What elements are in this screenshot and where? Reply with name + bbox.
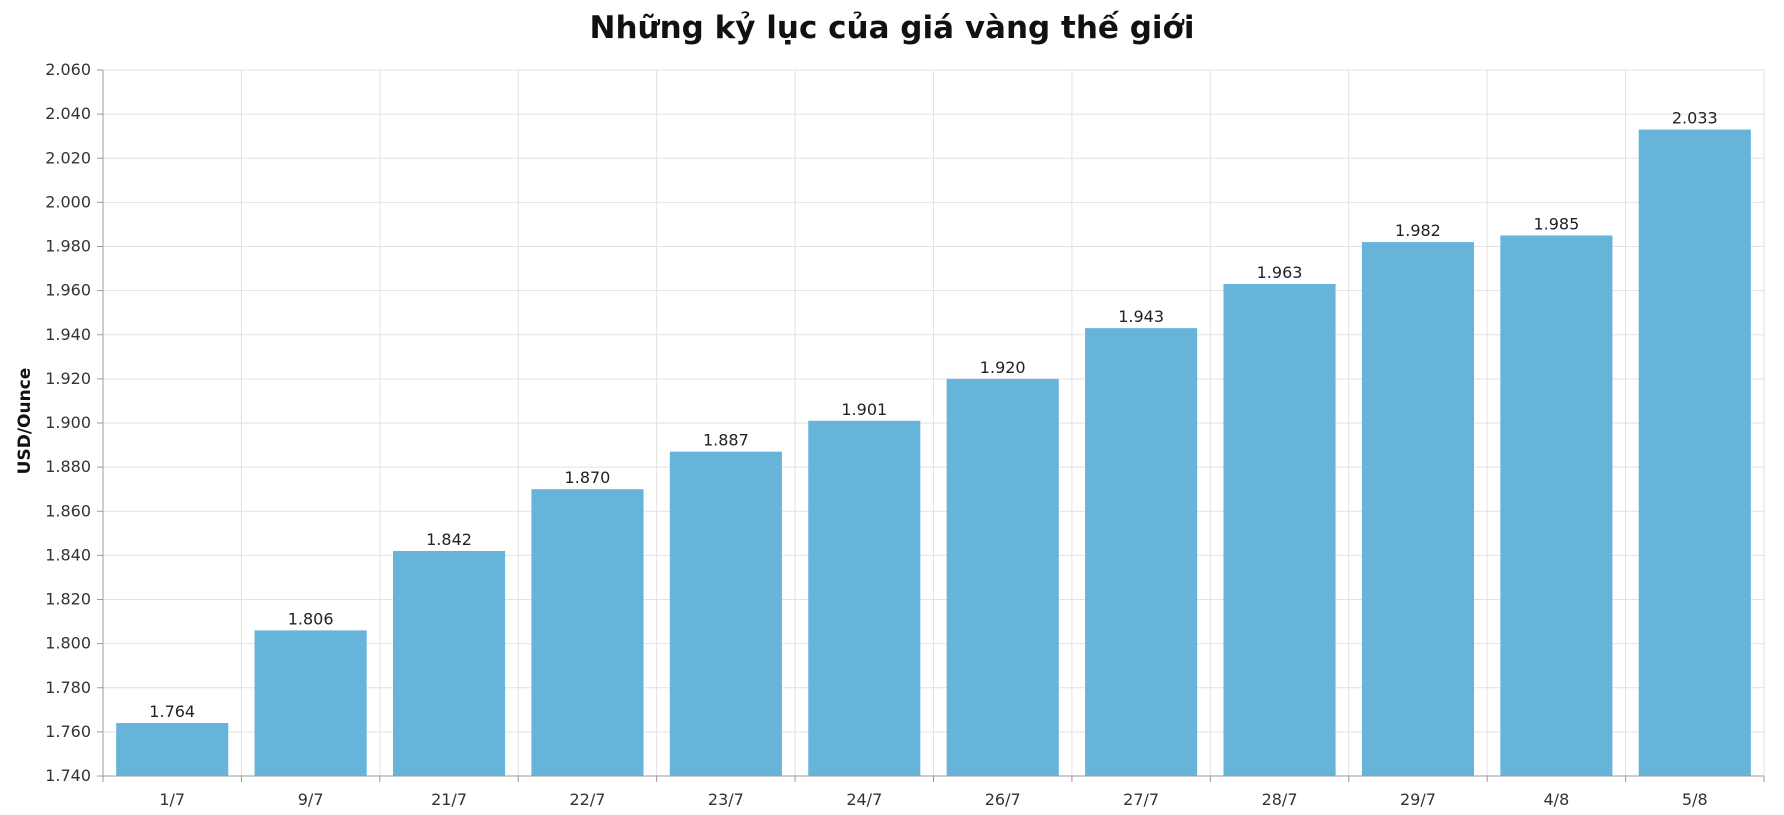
bar: [531, 489, 644, 776]
x-tick-label: 22/7: [569, 790, 605, 809]
x-axis-ticks: 1/7 9/7 21/7 22/7 23/7 24/7 26/7 27/7 28/7 29/7 4/…: [159, 790, 1707, 809]
y-tick-label: 1.880: [45, 457, 91, 476]
bar: [254, 630, 367, 776]
data-label: 1.806: [288, 609, 334, 628]
y-tick-label: 1.740: [45, 766, 91, 785]
x-tick-label: 29/7: [1400, 790, 1436, 809]
y-tick-label: 2.040: [45, 104, 91, 123]
y-tick-label: 1.920: [45, 369, 91, 388]
data-label: 1.764: [149, 702, 195, 721]
x-tick-label: 21/7: [431, 790, 467, 809]
bar: [808, 420, 921, 776]
data-label: 1.943: [1118, 307, 1164, 326]
x-tick-label: 23/7: [708, 790, 744, 809]
bar: [1500, 235, 1613, 776]
x-tick-label: 1/7: [159, 790, 185, 809]
y-tick-label: 1.800: [45, 634, 91, 653]
y-axis-label: USD/Ounce: [15, 368, 35, 475]
y-tick-label: 1.900: [45, 413, 91, 432]
bar: [1638, 129, 1751, 777]
data-label: 1.887: [703, 431, 749, 450]
y-axis-ticks: 1.740 1.760 1.780 1.800 1.820 1.840 1.860 1.880…: [45, 60, 91, 785]
axes: [97, 69, 1765, 782]
y-tick-label: 1.960: [45, 281, 91, 300]
y-tick-label: 1.940: [45, 325, 91, 344]
data-label: 1.985: [1533, 214, 1579, 233]
data-label: 2.033: [1672, 109, 1718, 128]
y-tick-label: 1.980: [45, 237, 91, 256]
x-tick-label: 5/8: [1682, 790, 1708, 809]
bar: [1085, 328, 1198, 776]
bars: [116, 129, 1751, 777]
x-tick-label: 27/7: [1123, 790, 1159, 809]
data-label: 1.842: [426, 530, 472, 549]
y-tick-label: 2.000: [45, 192, 91, 211]
y-tick-label: 1.780: [45, 678, 91, 697]
chart-title: Những kỷ lục của giá vàng thế giới: [590, 10, 1195, 46]
data-label: 1.982: [1395, 221, 1441, 240]
bar: [1361, 242, 1475, 776]
x-tick-label: 24/7: [846, 790, 882, 809]
bar: [946, 378, 1059, 776]
x-tick-label: 26/7: [985, 790, 1021, 809]
y-tick-label: 1.840: [45, 545, 91, 564]
y-tick-label: 1.760: [45, 722, 91, 741]
bar: [392, 550, 506, 776]
data-label: 1.963: [1257, 263, 1303, 282]
bar: [116, 723, 229, 776]
data-label: 1.870: [565, 468, 611, 487]
x-tick-label: 28/7: [1262, 790, 1298, 809]
data-labels: 1.764 1.806 1.842 1.870 1.887 1.901 1.920 1.943…: [149, 109, 1717, 721]
bar: [1223, 284, 1336, 776]
x-tick-label: 4/8: [1544, 790, 1570, 809]
y-tick-label: 1.820: [45, 590, 91, 609]
x-tick-label: 9/7: [298, 790, 324, 809]
y-tick-label: 2.020: [45, 148, 91, 167]
y-tick-label: 1.860: [45, 501, 91, 520]
data-label: 1.920: [980, 358, 1026, 377]
y-tick-label: 2.060: [45, 60, 91, 79]
bar: [669, 451, 782, 776]
data-label: 1.901: [841, 400, 887, 419]
